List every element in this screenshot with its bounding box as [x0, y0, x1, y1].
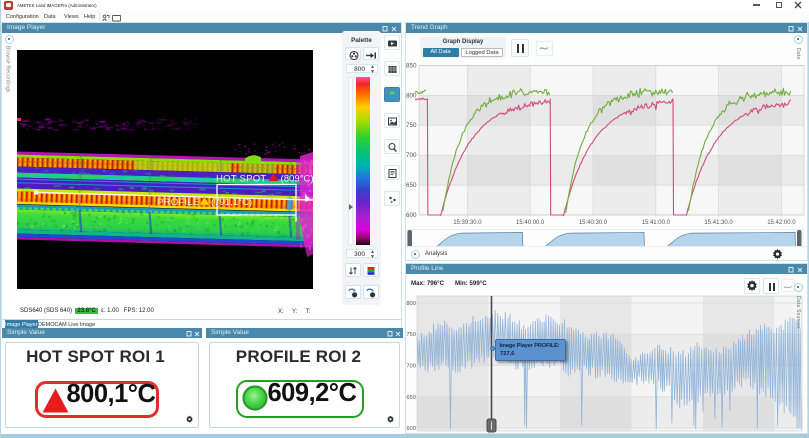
svg-text:600: 600 — [406, 212, 417, 219]
svg-text:700: 700 — [406, 364, 416, 370]
svg-text:HOT SPOT: HOT SPOT — [216, 173, 266, 184]
svg-text:15:41:30.0: 15:41:30.0 — [704, 220, 733, 226]
svg-text:(791,1°C): (791,1°C) — [211, 197, 252, 208]
svg-text:600: 600 — [406, 426, 416, 432]
svg-text:(809°C): (809°C) — [281, 173, 314, 184]
svg-text:15:42:00.0: 15:42:00.0 — [767, 220, 796, 226]
svg-text:850: 850 — [406, 62, 417, 69]
svg-text:15:39:30.0: 15:39:30.0 — [453, 220, 482, 226]
svg-text:15:40:30.0: 15:40:30.0 — [579, 220, 608, 226]
svg-text:750: 750 — [406, 332, 416, 338]
svg-text:15:41:00.0: 15:41:00.0 — [642, 220, 671, 226]
svg-text:15:40:00.0: 15:40:00.0 — [516, 220, 545, 226]
svg-text:800: 800 — [406, 301, 416, 307]
svg-text:PROFILE: PROFILE — [157, 197, 199, 208]
svg-text:650: 650 — [406, 182, 417, 189]
svg-text:750: 750 — [406, 122, 417, 129]
svg-text:650: 650 — [406, 395, 416, 401]
svg-text:800: 800 — [406, 92, 417, 99]
svg-text:700: 700 — [406, 152, 417, 159]
